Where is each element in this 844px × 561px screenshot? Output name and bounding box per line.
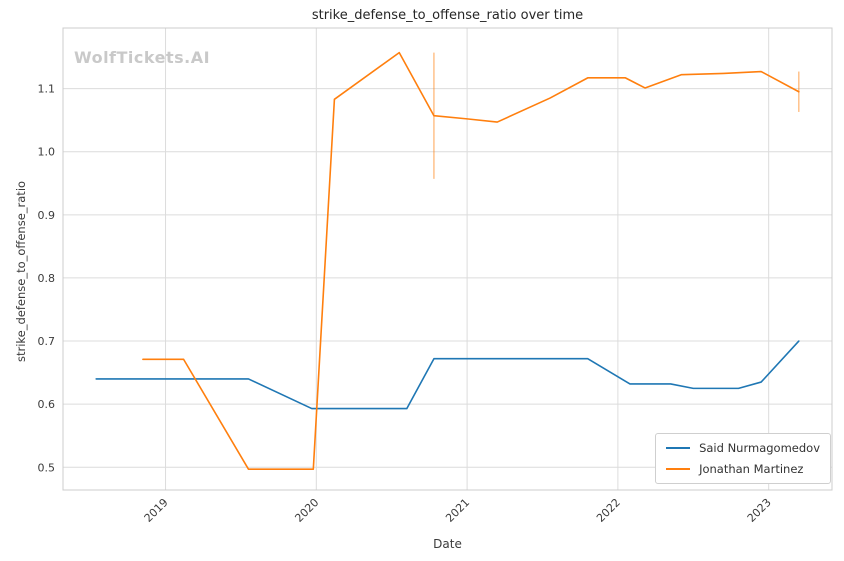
y-tick-label: 1.0 [38,146,56,159]
y-tick-label: 0.6 [38,398,56,411]
watermark: WolfTickets.AI [74,48,211,67]
legend-label: Jonathan Martinez [699,462,804,476]
legend-line-swatch-orange [666,468,691,470]
y-tick-label: 0.9 [38,209,56,222]
legend-item-jonathan-martinez[interactable]: Jonathan Martinez [666,462,820,476]
y-axis-label: strike_defense_to_offense_ratio [14,180,28,362]
chart-title: strike_defense_to_offense_ratio over tim… [311,8,584,23]
x-tick-label: 2023 [745,496,774,525]
x-tick-label: 2021 [443,496,472,525]
x-tick-label: 2019 [142,496,171,525]
legend-line-swatch-blue [666,447,691,449]
y-tick-label: 0.8 [38,272,56,285]
legend: Said Nurmagomedov Jonathan Martinez [655,433,831,484]
legend-item-said-nurmagomedov[interactable]: Said Nurmagomedov [666,441,820,455]
y-tick-label: 0.5 [38,461,56,474]
x-axis-label: Date [433,537,462,551]
y-tick-label: 0.7 [38,335,56,348]
plot-border [62,27,833,491]
legend-label: Said Nurmagomedov [699,441,820,455]
x-tick-label: 2022 [594,496,623,525]
series-line-jonathan-martinez [142,51,800,470]
x-tick-label: 2020 [292,496,321,525]
y-tick-label: 1.1 [38,83,56,96]
series-line-said-nurmagomedov [95,340,800,410]
